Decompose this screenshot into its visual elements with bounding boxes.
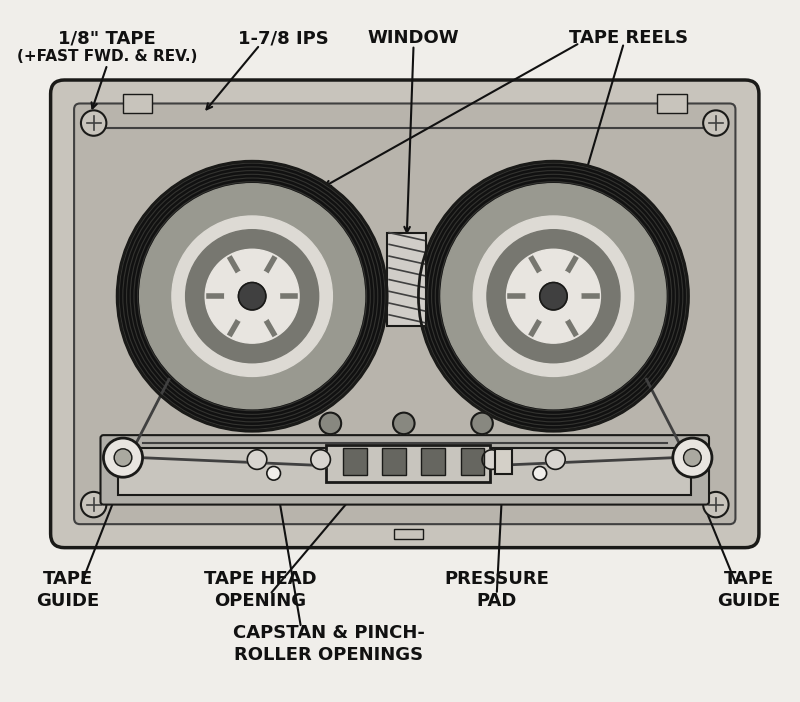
Bar	[118, 448, 691, 495]
Circle shape	[103, 438, 142, 477]
Bar	[394, 529, 423, 539]
Circle shape	[81, 492, 106, 517]
Circle shape	[683, 449, 701, 466]
Circle shape	[673, 438, 712, 477]
FancyBboxPatch shape	[101, 435, 709, 505]
Text: CAPSTAN & PINCH-
ROLLER OPENINGS: CAPSTAN & PINCH- ROLLER OPENINGS	[233, 624, 424, 664]
Text: WINDOW: WINDOW	[368, 29, 459, 47]
Circle shape	[546, 450, 566, 470]
Circle shape	[474, 216, 634, 376]
Text: TAPE
GUIDE: TAPE GUIDE	[718, 570, 781, 610]
Circle shape	[117, 161, 387, 431]
Circle shape	[247, 450, 267, 470]
Circle shape	[114, 449, 132, 466]
Text: TAPE HEAD
OPENING: TAPE HEAD OPENING	[204, 570, 316, 610]
Circle shape	[186, 230, 318, 363]
Bar	[382, 448, 406, 475]
Circle shape	[471, 413, 493, 434]
Circle shape	[482, 450, 502, 470]
Bar	[461, 448, 484, 475]
Text: 1-7/8 IPS: 1-7/8 IPS	[238, 29, 329, 47]
FancyBboxPatch shape	[74, 103, 735, 524]
Circle shape	[393, 413, 414, 434]
Circle shape	[267, 466, 281, 480]
Text: (+FAST FWD. & REV.): (+FAST FWD. & REV.)	[17, 48, 198, 64]
Circle shape	[238, 282, 266, 310]
Circle shape	[311, 450, 330, 470]
Circle shape	[225, 269, 279, 324]
Circle shape	[205, 249, 299, 343]
Bar	[494, 449, 512, 475]
Text: PRESSURE
PAD: PRESSURE PAD	[444, 570, 549, 610]
Bar	[326, 445, 490, 482]
Circle shape	[418, 161, 689, 431]
Circle shape	[703, 110, 729, 135]
Bar	[657, 93, 686, 113]
Circle shape	[140, 184, 365, 409]
Text: 1/8" TAPE: 1/8" TAPE	[58, 29, 156, 47]
Text: TAPE REELS: TAPE REELS	[570, 29, 688, 47]
Circle shape	[487, 230, 620, 363]
Bar	[123, 93, 152, 113]
Circle shape	[533, 466, 546, 480]
Text: TAPE
GUIDE: TAPE GUIDE	[37, 570, 100, 610]
Circle shape	[320, 413, 341, 434]
Bar	[422, 448, 445, 475]
Circle shape	[526, 269, 581, 324]
Circle shape	[703, 492, 729, 517]
Circle shape	[172, 216, 332, 376]
Circle shape	[81, 110, 106, 135]
Circle shape	[506, 249, 601, 343]
Circle shape	[540, 282, 567, 310]
Bar	[343, 448, 366, 475]
Bar	[387, 232, 426, 326]
Circle shape	[441, 184, 666, 409]
FancyBboxPatch shape	[50, 80, 759, 548]
